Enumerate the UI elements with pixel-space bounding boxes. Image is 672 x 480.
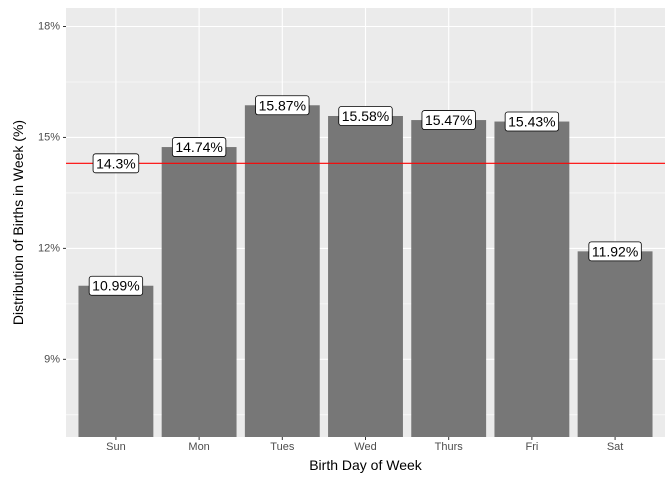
data-label-wed-box (338, 106, 393, 126)
data-label-tues-text: 15.87% (259, 97, 306, 113)
data-label-wed-text: 15.58% (342, 108, 389, 124)
data-label-fri: 15.43% (504, 111, 560, 132)
x-tick-label: Mon (188, 441, 209, 453)
data-label-sat-box (588, 241, 642, 262)
data-label-thurs-box (421, 110, 476, 130)
data-label-sat-text: 11.92% (592, 243, 638, 259)
bar-thurs (411, 120, 487, 437)
data-label-tues-box (255, 95, 310, 116)
data-label-sun-box (88, 275, 144, 296)
x-tick-label: Sun (106, 441, 126, 453)
data-label-fri-box (504, 111, 560, 132)
bar-mon (161, 147, 237, 437)
x-tick-label: Tues (270, 441, 295, 453)
bar-sat (577, 251, 653, 437)
data-label-wed: 15.58% (338, 106, 393, 126)
x-tick-label: Wed (354, 441, 376, 453)
y-tick-label: 15% (38, 131, 60, 143)
data-label-sun: 10.99% (88, 275, 144, 296)
bar-fri (494, 121, 570, 437)
bar-sun (78, 285, 154, 437)
data-label-sat: 11.92% (588, 241, 642, 262)
bar-wed (328, 115, 403, 437)
data-label-thurs-text: 15.47% (425, 112, 472, 128)
data-label-mon-text: 14.74% (175, 139, 222, 155)
reference-line-label-box (92, 153, 140, 174)
data-label-fri-text: 15.43% (508, 114, 555, 130)
bars (78, 105, 653, 438)
bar-tues (244, 105, 320, 438)
y-axis: 9% 12% 15% 18% (38, 20, 66, 365)
x-tick-label: Sat (607, 441, 624, 453)
data-label-thurs: 15.47% (421, 110, 476, 130)
y-tick-label: 18% (38, 20, 60, 32)
reference-line-label: 14.3% (92, 153, 140, 174)
data-label-mon: 14.74% (171, 137, 227, 157)
data-label-mon-box (171, 137, 227, 157)
reference-line-label-text: 14.3% (96, 155, 136, 171)
data-label-tues: 15.87% (255, 95, 310, 116)
y-tick-label: 12% (38, 242, 60, 254)
x-axis: Sun Mon Tues Wed Thurs Fri Sat (106, 437, 623, 453)
y-axis-title: Distribution of Births in Week (%) (10, 120, 26, 325)
y-tick-label: 9% (44, 353, 60, 365)
x-tick-label: Fri (525, 441, 538, 453)
x-axis-title: Birth Day of Week (309, 457, 423, 473)
data-labels: 10.99% 14.74% 15.87% 15.58% 15.47% 15.43% 11.9… (88, 95, 642, 296)
data-label-sun-text: 10.99% (92, 278, 139, 294)
x-tick-label: Thurs (435, 441, 464, 453)
